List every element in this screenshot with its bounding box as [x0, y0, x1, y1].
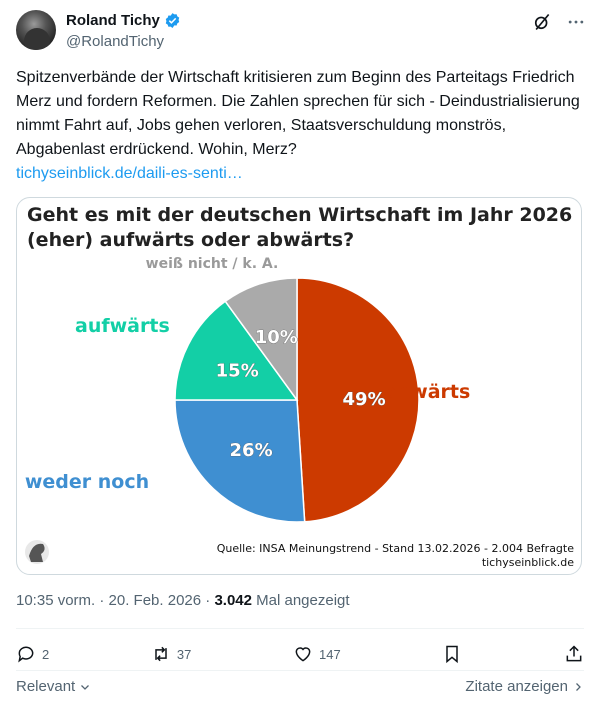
- like-button[interactable]: 147: [293, 644, 341, 664]
- reply-icon: [18, 646, 34, 663]
- chart-image[interactable]: Geht es mit der deutschen Wirtschaft im …: [16, 197, 582, 575]
- slice-category-label: aufwärts: [75, 315, 170, 337]
- repost-button[interactable]: 37: [151, 644, 191, 664]
- chart-title-line-1: Geht es mit der deutschen Wirtschaft im …: [27, 204, 572, 226]
- sort-label: Relevant: [16, 678, 76, 695]
- avatar[interactable]: [16, 10, 56, 50]
- slice-value-label: 26%: [230, 440, 273, 461]
- tweet-text: Spitzenverbände der Wirtschaft kritisier…: [16, 66, 584, 186]
- quotes-label: Zitate anzeigen: [465, 678, 568, 695]
- quotes-link[interactable]: Zitate anzeigen: [465, 678, 584, 695]
- bookmark-icon: [446, 645, 459, 664]
- tweet-link[interactable]: tichyseinblick.de/daili-es-senti…: [16, 165, 243, 182]
- author-name[interactable]: Roland Tichy: [66, 12, 160, 29]
- heart-icon: [295, 647, 311, 662]
- chart-title-line-2: (eher) aufwärts oder abwärts?: [27, 229, 354, 251]
- author-name-row[interactable]: Roland Tichy: [66, 12, 181, 29]
- slice-value-label: 49%: [343, 389, 386, 410]
- slice-category-label: weder noch: [25, 471, 149, 493]
- timestamp[interactable]: 10:35 vorm. · 20. Feb. 2026 ·: [16, 592, 215, 609]
- divider: [16, 628, 584, 629]
- action-bar: 2 37 147: [16, 640, 584, 668]
- pie-slice: [224, 277, 298, 403]
- tweet-body: Spitzenverbände der Wirtschaft kritisier…: [16, 69, 580, 158]
- tweet-header: Roland Tichy @RolandTichy: [16, 10, 586, 56]
- tweet-meta: 10:35 vorm. · 20. Feb. 2026 · 3.042 Mal …: [16, 592, 350, 609]
- slice-value-label: 15%: [216, 361, 259, 382]
- pie-slice: [174, 300, 299, 401]
- divider: [16, 670, 584, 671]
- share-icon: [566, 645, 582, 662]
- chevron-right-icon: [576, 682, 581, 691]
- more-icon[interactable]: [566, 12, 586, 32]
- bookmark-button[interactable]: [442, 644, 462, 664]
- slice-category-label: abwärts: [384, 381, 471, 403]
- reply-count: 2: [42, 646, 50, 662]
- replies-footer: Relevant Zitate anzeigen: [16, 678, 584, 695]
- pie-chart: Geht es mit der deutschen Wirtschaft im …: [25, 204, 575, 569]
- view-count: 3.042: [214, 592, 252, 609]
- share-button[interactable]: [564, 644, 584, 664]
- views-label: Mal angezeigt: [251, 592, 350, 609]
- logo-icon: [25, 540, 49, 564]
- slice-value-label: 10%: [255, 327, 298, 348]
- repost-count: 37: [176, 646, 192, 662]
- repost-icon: [155, 646, 167, 662]
- author-handle[interactable]: @RolandTichy: [66, 33, 165, 50]
- chevron-down-icon: [81, 684, 90, 690]
- grok-icon[interactable]: [532, 12, 552, 32]
- chart-source: Quelle: INSA Meinungstrend - Stand 13.02…: [217, 542, 575, 555]
- verified-badge-icon: [165, 13, 180, 28]
- slice-category-label: weiß nicht / k. A.: [146, 256, 279, 272]
- pie-slice: [174, 399, 306, 523]
- pie-slice: [296, 277, 420, 523]
- chart-site: tichyseinblick.de: [482, 556, 574, 569]
- reply-button[interactable]: 2: [16, 644, 49, 664]
- like-count: 147: [318, 646, 341, 662]
- sort-dropdown[interactable]: Relevant: [16, 678, 91, 695]
